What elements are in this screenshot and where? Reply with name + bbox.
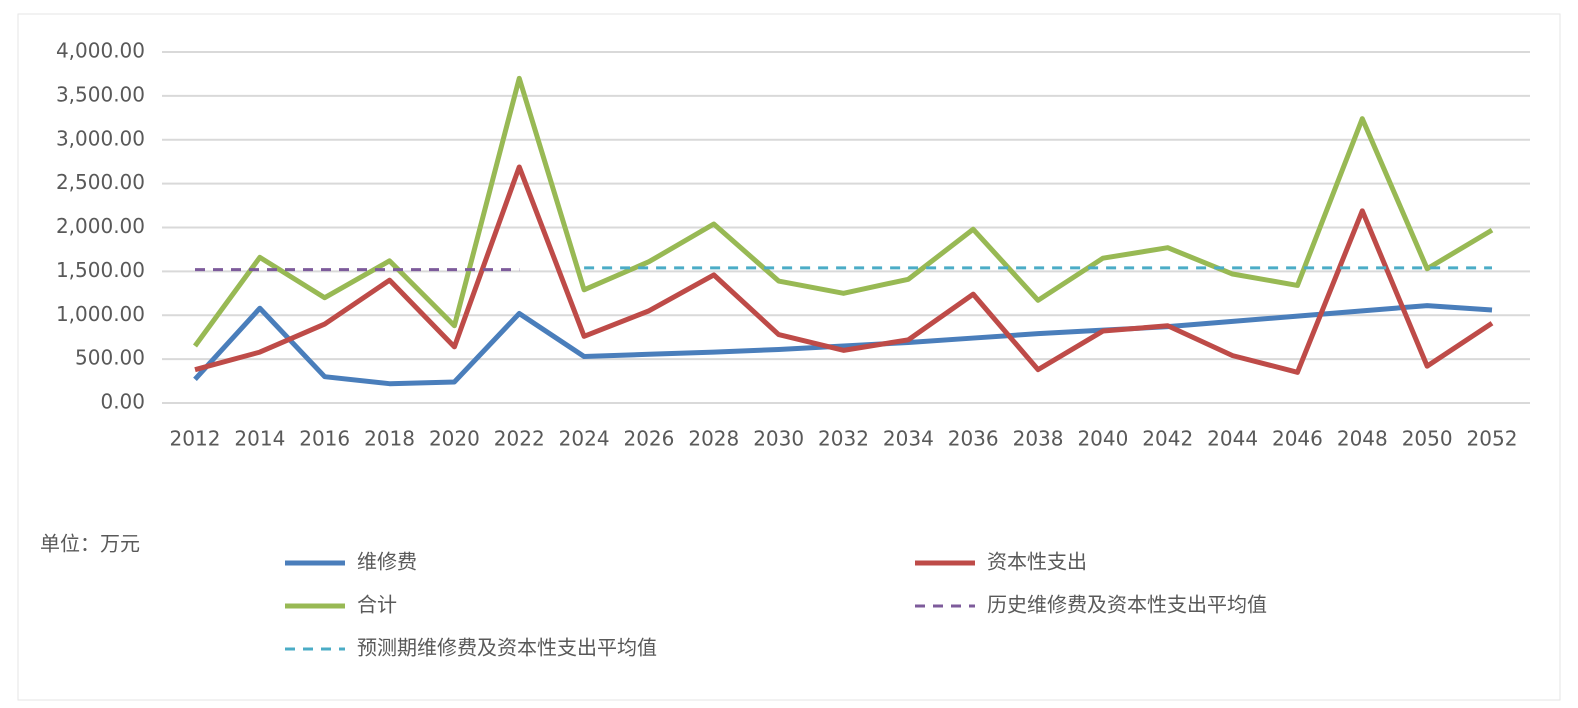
y-tick-label: 500.00 [75, 346, 145, 370]
x-tick-label: 2040 [1077, 427, 1128, 451]
x-tick-label: 2034 [883, 427, 934, 451]
x-tick-label: 2036 [948, 427, 999, 451]
y-tick-label: 2,000.00 [56, 214, 145, 238]
unit-label: 单位：万元 [40, 532, 140, 556]
x-tick-label: 2026 [623, 427, 674, 451]
series-line [192, 75, 1494, 348]
x-tick-label: 2032 [818, 427, 869, 451]
y-tick-label: 3,500.00 [56, 82, 145, 106]
x-tick-label: 2048 [1337, 427, 1388, 451]
x-tick-label: 2012 [170, 427, 221, 451]
y-tick-label: 4,000.00 [56, 39, 145, 63]
x-tick-label: 2050 [1402, 427, 1453, 451]
legend-label: 维修费 [357, 550, 417, 574]
legend-label: 预测期维修费及资本性支出平均值 [357, 636, 657, 660]
x-tick-label: 2022 [494, 427, 545, 451]
y-tick-label: 2,500.00 [56, 170, 145, 194]
x-tick-label: 2038 [1013, 427, 1064, 451]
x-tick-label: 2024 [559, 427, 610, 451]
chart-border [17, 13, 1561, 701]
x-tick-label: 2016 [299, 427, 350, 451]
legend-label: 合计 [357, 593, 397, 617]
x-tick-label: 2046 [1272, 427, 1323, 451]
series-line [194, 164, 1494, 375]
x-tick-label: 2052 [1467, 427, 1518, 451]
x-tick-label: 2018 [364, 427, 415, 451]
x-tick-label: 2044 [1207, 427, 1258, 451]
y-tick-label: 3,000.00 [56, 126, 145, 150]
legend-label: 历史维修费及资本性支出平均值 [987, 593, 1267, 617]
legend-label: 资本性支出 [987, 550, 1087, 574]
x-tick-label: 2030 [753, 427, 804, 451]
x-tick-label: 2028 [688, 427, 739, 451]
x-tick-label: 2020 [429, 427, 480, 451]
series-line [193, 303, 1493, 387]
x-tick-label: 2014 [234, 427, 285, 451]
y-tick-label: 1,000.00 [56, 302, 145, 326]
y-tick-label: 0.00 [100, 390, 145, 414]
y-tick-label: 1,500.00 [56, 258, 145, 282]
x-tick-label: 2042 [1142, 427, 1193, 451]
